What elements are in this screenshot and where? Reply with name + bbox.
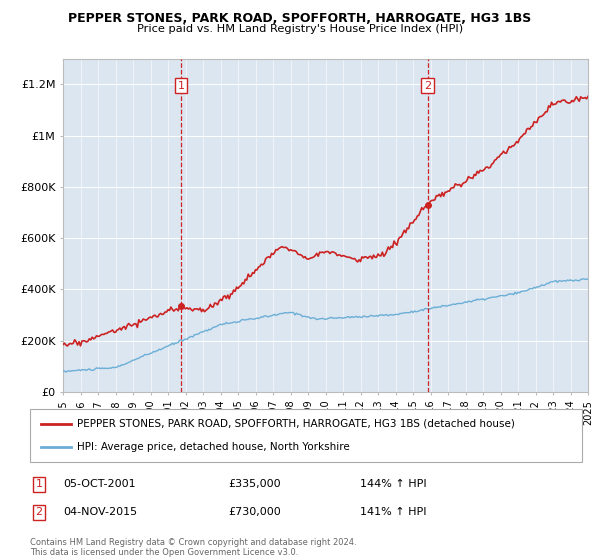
Text: Contains HM Land Registry data © Crown copyright and database right 2024.
This d: Contains HM Land Registry data © Crown c… — [30, 538, 356, 557]
Text: Price paid vs. HM Land Registry's House Price Index (HPI): Price paid vs. HM Land Registry's House … — [137, 24, 463, 34]
FancyBboxPatch shape — [30, 409, 582, 462]
Text: 1: 1 — [35, 479, 43, 489]
Text: PEPPER STONES, PARK ROAD, SPOFFORTH, HARROGATE, HG3 1BS: PEPPER STONES, PARK ROAD, SPOFFORTH, HAR… — [68, 12, 532, 25]
Text: PEPPER STONES, PARK ROAD, SPOFFORTH, HARROGATE, HG3 1BS (detached house): PEPPER STONES, PARK ROAD, SPOFFORTH, HAR… — [77, 419, 515, 429]
Text: 2: 2 — [35, 507, 43, 517]
Text: 1: 1 — [178, 81, 185, 91]
Text: £730,000: £730,000 — [228, 507, 281, 517]
Text: £335,000: £335,000 — [228, 479, 281, 489]
Text: 141% ↑ HPI: 141% ↑ HPI — [360, 507, 427, 517]
Text: HPI: Average price, detached house, North Yorkshire: HPI: Average price, detached house, Nort… — [77, 442, 350, 452]
Text: 04-NOV-2015: 04-NOV-2015 — [63, 507, 137, 517]
Text: 144% ↑ HPI: 144% ↑ HPI — [360, 479, 427, 489]
Text: 2: 2 — [424, 81, 431, 91]
Text: 05-OCT-2001: 05-OCT-2001 — [63, 479, 136, 489]
